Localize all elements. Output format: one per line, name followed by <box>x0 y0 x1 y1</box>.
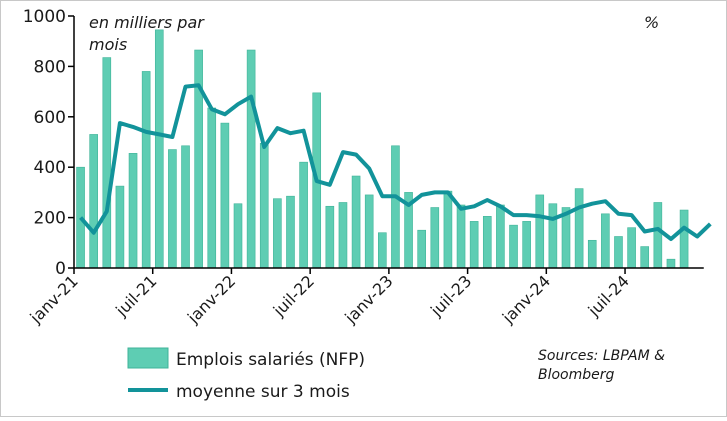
percent-note: % <box>644 13 659 32</box>
y-tick-label: 0 <box>55 259 66 279</box>
nfp-bar <box>482 216 492 269</box>
nfp-bar <box>89 134 98 269</box>
nfp-bar <box>168 149 177 269</box>
nfp-bar <box>364 194 374 269</box>
nfp-bar <box>469 221 479 269</box>
x-axis-ticks: janv-21 juil-21 janv-22 juil-22 janv-23 juil-… <box>26 268 633 328</box>
x-tick-label: janv-21 <box>26 271 82 327</box>
nfp-bar <box>207 107 217 269</box>
x-tick-label: janv-23 <box>340 271 396 327</box>
nfp-bar <box>679 209 689 269</box>
y-tick-label: 400 <box>34 158 66 178</box>
x-tick-label: janv-24 <box>498 271 554 327</box>
nfp-bar <box>574 188 584 269</box>
y-tick-label: 200 <box>34 209 66 229</box>
x-tick-label: juil-23 <box>426 271 475 320</box>
nfp-bar <box>220 122 230 269</box>
nfp-bar <box>666 258 676 269</box>
y-tick-label: 600 <box>34 108 66 128</box>
nfp-bar <box>509 224 518 269</box>
nfp-bar <box>76 166 85 269</box>
nfp-bar <box>102 57 112 269</box>
nfp-bar <box>456 204 466 269</box>
nfp-bar <box>640 246 650 269</box>
nfp-bar <box>325 205 335 269</box>
y-tick-label: 800 <box>34 57 66 77</box>
source-line-2: Bloomberg <box>538 367 615 383</box>
nfp-bar <box>443 190 453 269</box>
nfp-bar <box>351 175 361 269</box>
y-axis-ticks: 0 200 400 600 800 1000 <box>23 7 74 279</box>
nfp-bar <box>246 49 256 269</box>
legend-bar-swatch <box>127 347 169 369</box>
y-tick-label: 1000 <box>23 7 66 27</box>
nfp-bar <box>194 49 203 269</box>
nfp-bar <box>430 207 440 269</box>
nfp-bar <box>496 204 505 269</box>
nfp-bar <box>653 202 663 269</box>
x-tick-label: juil-24 <box>584 271 633 320</box>
nfp-bar <box>378 232 387 269</box>
nfp-bar <box>587 239 597 269</box>
x-tick-label: janv-22 <box>183 271 239 327</box>
legend-line-label: moyenne sur 3 mois <box>176 382 350 402</box>
nfp-bar <box>548 203 558 269</box>
nfp-bar <box>259 142 269 269</box>
nfp-bar <box>141 71 151 269</box>
nfp-bar <box>627 227 636 269</box>
nfp-bar <box>128 153 138 269</box>
moving-average-line <box>79 83 712 241</box>
x-tick-label: juil-22 <box>269 271 318 320</box>
nfp-bar <box>601 213 610 269</box>
nfp-bar <box>391 145 400 269</box>
nfp-bar <box>233 203 243 269</box>
nfp-bar <box>273 198 282 269</box>
unit-note: en milliers par <box>89 13 205 32</box>
nfp-bar <box>417 229 426 269</box>
bars-group <box>76 29 689 269</box>
nfp-bar <box>535 194 545 269</box>
nfp-bar <box>338 202 348 269</box>
source-line-1: Sources: LBPAM & <box>538 348 665 364</box>
legend-bar-label: Emplois salariés (NFP) <box>176 350 365 370</box>
nfp-bar <box>522 221 531 269</box>
nfp-bar <box>154 29 164 269</box>
nfp-bar <box>286 195 295 269</box>
unit-note-line2: mois <box>89 35 127 54</box>
nfp-bar <box>614 236 623 269</box>
nfp-bar <box>299 161 308 269</box>
x-tick-label: juil-21 <box>111 271 160 320</box>
nfp-bar <box>115 185 125 269</box>
nfp-bar <box>181 145 190 269</box>
